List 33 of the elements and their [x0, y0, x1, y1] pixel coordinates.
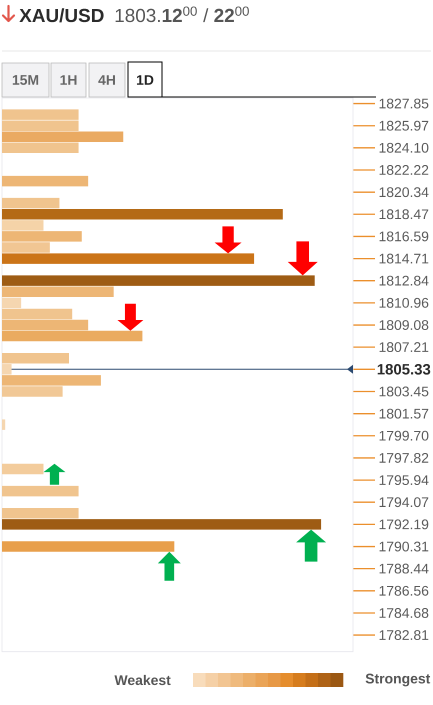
y-tick-label: 1824.10 [380, 142, 428, 153]
y-tick-label: 1782.81 [380, 630, 428, 640]
y-tick-label: 1818.47 [380, 209, 428, 220]
y-tick-label: 1809.08 [380, 320, 428, 330]
y-tick-label: 1803.45 [380, 386, 428, 396]
y-tick-label: 1820.34 [380, 187, 429, 198]
y-tick-label: 1822.22 [380, 165, 428, 175]
y-tick-label: 1797.82 [380, 452, 428, 463]
text: 15M [12, 75, 38, 85]
chart-subtitle: 1803.12$^{00}$ / 22$^{00}$ [116, 6, 249, 22]
text: 1H [60, 75, 76, 85]
y-tick-label: 1795.94 [380, 475, 429, 486]
y-tick-label: 1825.97 [380, 120, 428, 131]
y-tick-label: 1827.85 [380, 98, 428, 108]
y-tick-label: 1784.68 [380, 608, 428, 618]
y-tick-label: 1792.19 [380, 519, 428, 530]
y-tick-label: 1801.57 [380, 408, 428, 419]
text: 1D [136, 75, 154, 85]
text: Weakest [114, 674, 171, 686]
y-tick-label: 1816.59 [380, 231, 428, 242]
y-tick-label: 1790.31 [380, 542, 428, 552]
text: 4H [98, 75, 115, 85]
text: Strongest [366, 674, 430, 686]
y-tick-label: 1786.56 [380, 586, 428, 596]
y-tick-label: 1814.71 [380, 254, 428, 264]
y-tick-label: 1810.96 [380, 298, 428, 308]
chart-title: XAU/USD [19, 8, 104, 22]
y-tick-label: 1799.70 [380, 430, 428, 441]
y-tick-label: 1794.07 [380, 497, 428, 508]
y-tick-label: 1812.84 [380, 276, 429, 286]
y-tick-label: 1807.21 [380, 342, 428, 352]
ref-line-label: 1805.33 [378, 364, 430, 375]
y-tick-label: 1788.44 [380, 564, 429, 574]
